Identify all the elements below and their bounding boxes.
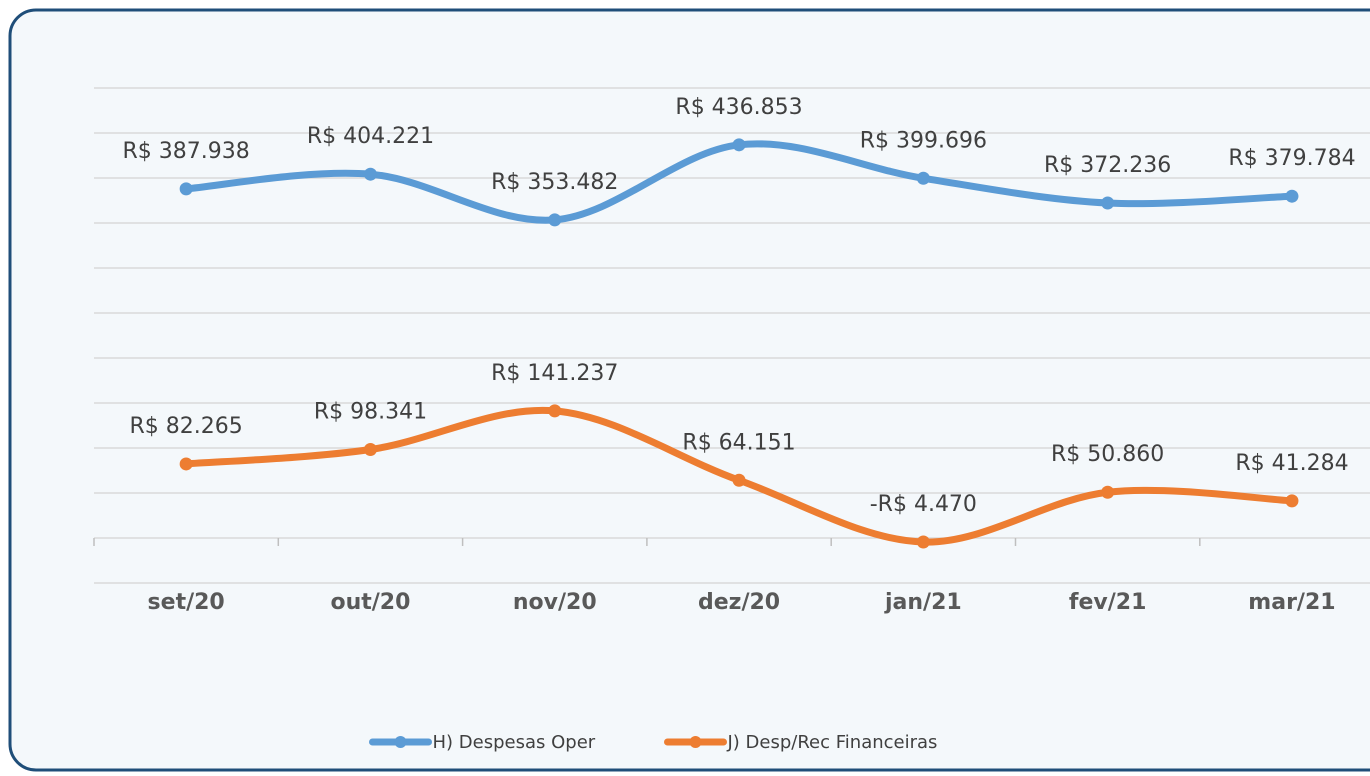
data-label: R$ 141.237	[491, 361, 618, 386]
x-tick-label: set/20	[148, 590, 225, 615]
data-point	[1101, 485, 1115, 499]
data-label: R$ 50.860	[1051, 442, 1164, 467]
legend-marker	[689, 736, 702, 748]
data-point	[916, 171, 930, 185]
data-label: R$ 353.482	[491, 170, 618, 195]
x-tick-label: dez/20	[698, 590, 780, 615]
data-label: R$ 82.265	[130, 414, 243, 439]
data-point	[1101, 196, 1115, 210]
data-point	[179, 457, 193, 471]
legend-label: H) Despesas Oper	[433, 732, 596, 753]
data-point	[363, 442, 377, 456]
data-point	[732, 138, 746, 152]
x-tick-label: out/20	[330, 590, 410, 615]
data-label: R$ 436.853	[675, 95, 802, 120]
data-label: R$ 379.784	[1228, 146, 1355, 171]
data-point	[732, 473, 746, 487]
data-point	[179, 182, 193, 196]
data-label: R$ 98.341	[314, 399, 427, 424]
data-label: R$ 387.938	[123, 139, 250, 164]
data-point	[548, 404, 562, 418]
x-tick-label: nov/20	[513, 590, 597, 615]
data-point	[363, 167, 377, 181]
data-point	[1285, 189, 1299, 203]
data-point	[1285, 494, 1299, 508]
data-label: -R$ 4.470	[870, 492, 977, 517]
data-label: R$ 404.221	[307, 124, 434, 149]
data-label: R$ 399.696	[860, 128, 987, 153]
legend-label: J) Desp/Rec Financeiras	[727, 732, 938, 753]
data-point	[916, 535, 930, 549]
data-label: R$ 372.236	[1044, 153, 1171, 178]
data-point	[548, 213, 562, 227]
chart-frame	[8, 8, 1370, 772]
data-label: R$ 41.284	[1235, 451, 1348, 476]
x-tick-label: mar/21	[1248, 590, 1335, 615]
data-label: R$ 64.151	[682, 430, 795, 455]
legend-marker	[394, 736, 407, 748]
x-tick-label: jan/21	[884, 590, 962, 615]
x-tick-label: fev/21	[1069, 590, 1146, 615]
